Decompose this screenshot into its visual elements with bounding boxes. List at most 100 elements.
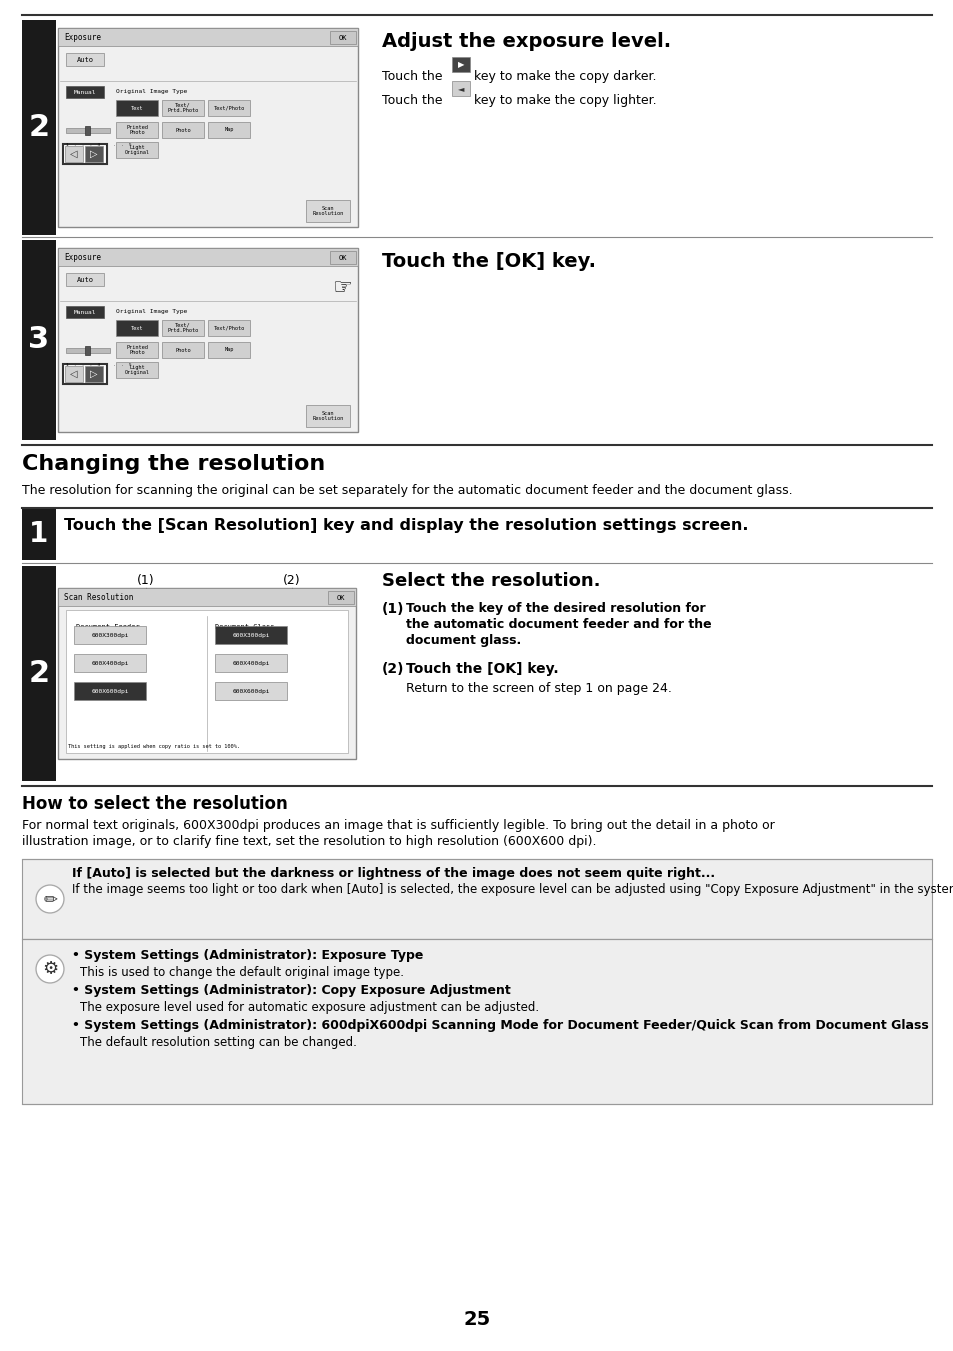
- Text: 600X600dpi: 600X600dpi: [232, 689, 270, 693]
- Text: key to make the copy darker.: key to make the copy darker.: [474, 70, 656, 82]
- Text: Manual: Manual: [73, 89, 96, 95]
- Text: OK: OK: [338, 254, 347, 261]
- Text: Original Image Type: Original Image Type: [116, 309, 187, 315]
- Bar: [85, 146, 103, 162]
- Bar: [214, 682, 287, 700]
- Text: 600X400dpi: 600X400dpi: [91, 661, 129, 666]
- Bar: [208, 100, 250, 116]
- Bar: [214, 654, 287, 671]
- Bar: [116, 342, 158, 358]
- Bar: [306, 405, 350, 427]
- Text: Exposure: Exposure: [64, 32, 101, 42]
- Text: Map: Map: [224, 127, 233, 132]
- Text: Touch the: Touch the: [381, 70, 442, 82]
- Text: If [Auto] is selected but the darkness or lightness of the image does not seem q: If [Auto] is selected but the darkness o…: [71, 867, 715, 880]
- Bar: [74, 626, 146, 644]
- Text: 600X300dpi: 600X300dpi: [91, 632, 129, 638]
- Bar: [162, 342, 204, 358]
- Text: Scan
Resolution: Scan Resolution: [312, 411, 343, 422]
- Text: Text/
Prtd.Photo: Text/ Prtd.Photo: [167, 103, 198, 113]
- Bar: [65, 366, 83, 382]
- Text: The resolution for scanning the original can be set separately for the automatic: The resolution for scanning the original…: [22, 484, 792, 497]
- Text: the automatic document feeder and for the: the automatic document feeder and for th…: [406, 617, 711, 631]
- Text: ☞: ☞: [332, 278, 352, 299]
- Bar: [22, 240, 56, 440]
- Bar: [85, 346, 90, 355]
- Circle shape: [36, 885, 64, 913]
- Text: Photo: Photo: [175, 127, 191, 132]
- Bar: [162, 100, 204, 116]
- Text: Document Feeder: Document Feeder: [76, 624, 139, 630]
- Text: Light
Original: Light Original: [125, 145, 150, 155]
- Bar: [58, 249, 357, 266]
- Text: Touch the: Touch the: [381, 95, 442, 107]
- Bar: [63, 363, 107, 384]
- Text: This is used to change the default original image type.: This is used to change the default origi…: [80, 966, 403, 979]
- Text: Text/Photo: Text/Photo: [213, 105, 244, 111]
- Text: For normal text originals, 600X300dpi produces an image that is sufficiently leg: For normal text originals, 600X300dpi pr…: [22, 819, 774, 832]
- Bar: [85, 126, 90, 135]
- Text: ◁: ◁: [71, 369, 77, 380]
- Text: Photo: Photo: [175, 347, 191, 353]
- Text: Exposure: Exposure: [64, 253, 101, 262]
- Text: Touch the [Scan Resolution] key and display the resolution settings screen.: Touch the [Scan Resolution] key and disp…: [64, 517, 748, 534]
- Bar: [58, 249, 357, 432]
- Text: (1): (1): [381, 603, 404, 616]
- Bar: [66, 86, 104, 99]
- Text: Touch the [OK] key.: Touch the [OK] key.: [381, 253, 596, 272]
- Text: Text: Text: [131, 105, 143, 111]
- Text: key to make the copy lighter.: key to make the copy lighter.: [474, 95, 656, 107]
- Text: Touch the [OK] key.: Touch the [OK] key.: [406, 662, 558, 676]
- Bar: [58, 588, 355, 759]
- Bar: [208, 342, 250, 358]
- Bar: [208, 122, 250, 138]
- Text: illustration image, or to clarify fine text, set the resolution to high resoluti: illustration image, or to clarify fine t…: [22, 835, 596, 848]
- Text: (2): (2): [283, 574, 300, 586]
- Text: • System Settings (Administrator): Copy Exposure Adjustment: • System Settings (Administrator): Copy …: [71, 984, 510, 997]
- Bar: [22, 20, 56, 235]
- Bar: [330, 251, 355, 263]
- Text: Light
Original: Light Original: [125, 365, 150, 376]
- Bar: [65, 146, 83, 162]
- Text: The default resolution setting can be changed.: The default resolution setting can be ch…: [80, 1036, 356, 1048]
- Text: Adjust the exposure level.: Adjust the exposure level.: [381, 32, 670, 51]
- Text: 600X400dpi: 600X400dpi: [232, 661, 270, 666]
- Text: How to select the resolution: How to select the resolution: [22, 794, 288, 813]
- Text: Text/Photo: Text/Photo: [213, 326, 244, 331]
- Bar: [58, 28, 357, 46]
- Bar: [214, 626, 287, 644]
- Text: This setting is applied when copy ratio is set to 100%.: This setting is applied when copy ratio …: [68, 744, 239, 748]
- Text: ⚙: ⚙: [42, 961, 58, 978]
- Text: Scan
Resolution: Scan Resolution: [312, 205, 343, 216]
- Text: The exposure level used for automatic exposure adjustment can be adjusted.: The exposure level used for automatic ex…: [80, 1001, 538, 1015]
- Bar: [85, 366, 103, 382]
- Text: 1: 1: [30, 520, 49, 549]
- Bar: [162, 122, 204, 138]
- Text: Printed
Photo: Printed Photo: [126, 345, 148, 355]
- Text: OK: OK: [336, 594, 345, 600]
- Text: ◁: ◁: [71, 149, 77, 159]
- Text: ◄: ◄: [457, 84, 464, 93]
- Bar: [306, 200, 350, 222]
- Text: 600X600dpi: 600X600dpi: [91, 689, 129, 693]
- Bar: [66, 128, 110, 132]
- Bar: [116, 362, 158, 378]
- Bar: [66, 305, 104, 317]
- Text: 1  .  .  .  3  .  .  .  5: 1 . . . 3 . . . 5: [66, 143, 132, 147]
- Text: OK: OK: [338, 35, 347, 41]
- Text: 2: 2: [29, 113, 50, 142]
- Text: ▷: ▷: [91, 369, 97, 380]
- Text: 25: 25: [463, 1310, 490, 1329]
- Bar: [66, 349, 110, 353]
- Bar: [63, 145, 107, 163]
- Text: (1): (1): [137, 574, 154, 586]
- Text: Scan Resolution: Scan Resolution: [64, 593, 133, 601]
- Text: (2): (2): [381, 662, 404, 676]
- Bar: [58, 28, 357, 227]
- Text: Touch the key of the desired resolution for: Touch the key of the desired resolution …: [406, 603, 705, 615]
- Text: Original Image Type: Original Image Type: [116, 89, 187, 95]
- Bar: [66, 611, 348, 753]
- Bar: [116, 320, 158, 336]
- Text: Auto: Auto: [76, 57, 93, 62]
- Text: Printed
Photo: Printed Photo: [126, 124, 148, 135]
